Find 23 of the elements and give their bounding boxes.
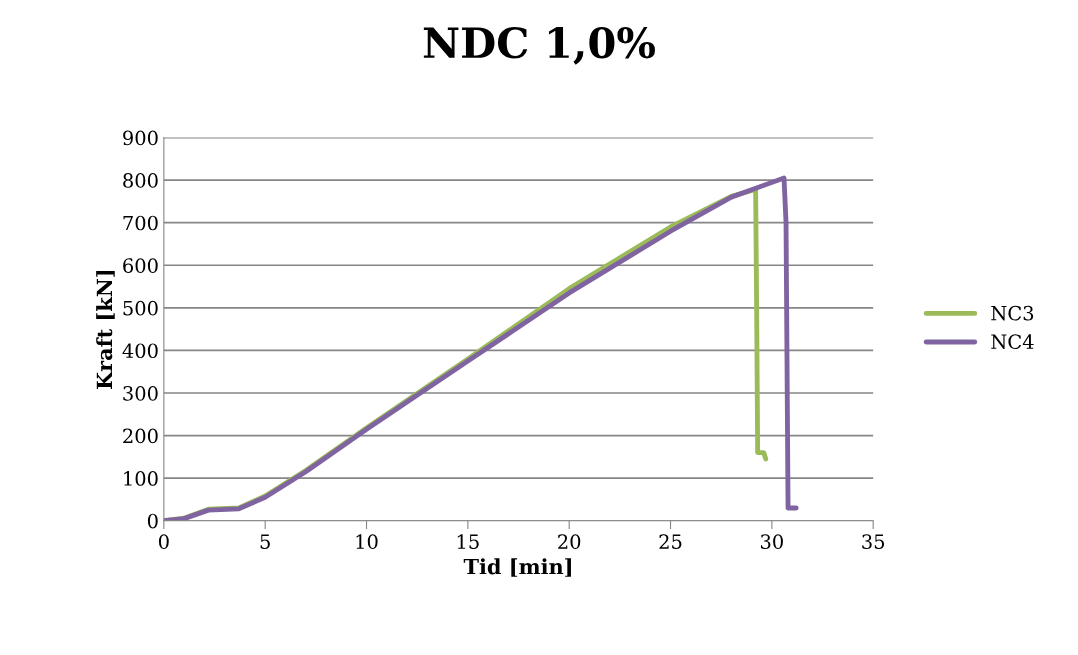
x-tick-label: 0: [158, 534, 169, 549]
y-tick-label: 700: [123, 215, 158, 231]
x-tick-label: 25: [659, 534, 682, 549]
x-tick-label: 35: [862, 534, 885, 549]
y-axis-title: Kraft [kN]: [96, 270, 115, 389]
legend-label: NC3: [991, 305, 1034, 321]
legend-label: NC4: [991, 334, 1034, 350]
x-tick-label: 5: [260, 534, 270, 549]
chart-title: NDC 1,0%: [423, 26, 655, 65]
x-tick-label: 30: [760, 534, 783, 549]
y-tick-label: 100: [124, 471, 158, 486]
y-tick-label: 600: [123, 258, 158, 273]
x-tick-label: 10: [356, 534, 378, 549]
y-tick-label: 900: [123, 130, 158, 146]
y-tick-label: 400: [122, 343, 158, 359]
x-tick-label: 20: [558, 534, 581, 549]
y-tick-label: 200: [123, 428, 158, 444]
y-tick-label: 300: [123, 385, 158, 401]
x-tick-label: 15: [457, 534, 479, 549]
x-axis-title: Tid [min]: [463, 558, 571, 577]
y-tick-label: 800: [123, 173, 158, 188]
y-tick-label: 0: [147, 513, 158, 529]
y-tick-label: 500: [123, 300, 158, 316]
